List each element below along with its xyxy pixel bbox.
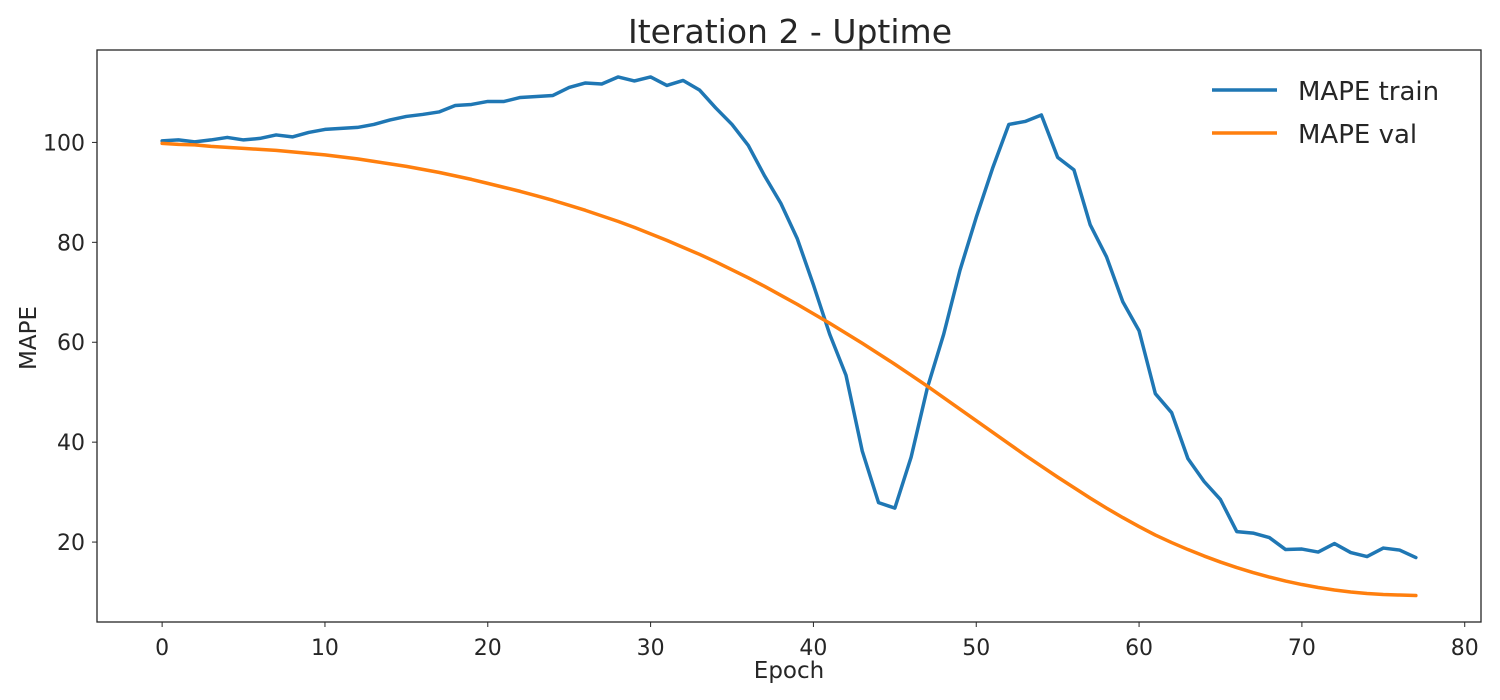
chart-title: Iteration 2 - Uptime	[628, 12, 952, 51]
y-tick-label: 80	[57, 231, 85, 256]
legend-label-val: MAPE val	[1298, 120, 1417, 150]
legend: MAPE train MAPE val	[1212, 77, 1439, 150]
x-tick-label: 0	[155, 636, 169, 661]
y-tick-label: 100	[43, 131, 85, 156]
x-tick-label: 20	[474, 636, 502, 661]
y-axis-label: MAPE	[16, 306, 42, 370]
x-tick-label: 50	[962, 636, 990, 661]
plot-frame	[96, 49, 1482, 623]
legend-label-train: MAPE train	[1298, 77, 1439, 107]
series-line-mape-train	[160, 75, 1418, 560]
y-tick-label: 40	[57, 431, 85, 456]
x-tick-label: 80	[1451, 636, 1479, 661]
x-axis-ticks: 0 10 20 30 40 50 60 70 80	[155, 622, 1479, 661]
plot-lines	[160, 75, 1418, 598]
x-tick-label: 30	[637, 636, 665, 661]
y-axis-ticks: 20 40 60 80 100	[43, 131, 97, 556]
x-tick-label: 70	[1288, 636, 1316, 661]
x-axis-label: Epoch	[754, 658, 824, 684]
y-tick-label: 20	[57, 531, 85, 556]
x-tick-label: 40	[799, 636, 827, 661]
series-line-mape-val	[160, 141, 1418, 598]
x-tick-label: 10	[311, 636, 339, 661]
x-tick-label: 60	[1125, 636, 1153, 661]
y-tick-label: 60	[57, 331, 85, 356]
